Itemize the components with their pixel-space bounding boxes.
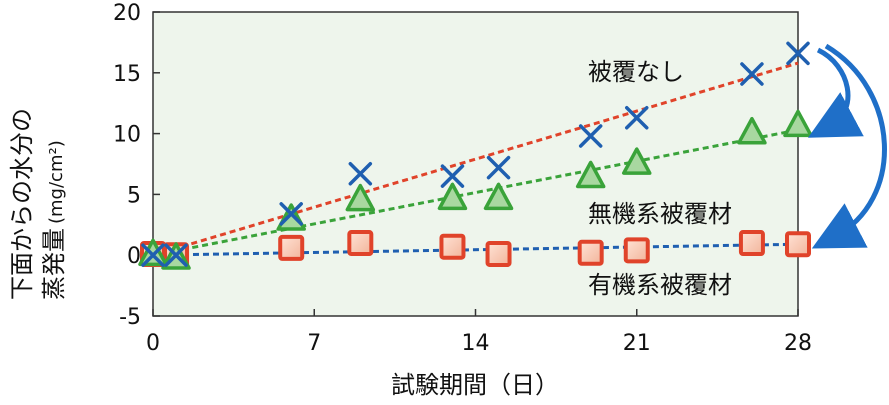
data-point-cross: [164, 243, 188, 267]
data-point-triangle: [783, 109, 813, 138]
y-tick-label: 20: [113, 1, 141, 26]
data-point-cross: [440, 164, 465, 188]
x-tick-label: 28: [784, 331, 812, 356]
data-point-triangle: [276, 203, 306, 231]
data-point-square: [623, 237, 650, 264]
data-point-triangle: [737, 116, 767, 145]
y-tick-label: -5: [119, 305, 141, 330]
series-label-uncoated: 被覆なし: [588, 58, 684, 86]
data-point-triangle: [138, 238, 168, 267]
x-axis-title: 試験期間（日）: [391, 371, 559, 399]
data-point-square: [347, 230, 374, 257]
arrow-to-inorganic: [807, 47, 864, 138]
data-point-square: [577, 239, 604, 266]
y-tick-label: 0: [127, 244, 141, 269]
x-tick-marks: [152, 309, 799, 316]
x-tick-label: 14: [462, 331, 490, 356]
data-points: [138, 41, 813, 270]
x-tick-label: 21: [623, 331, 651, 356]
data-point-square: [785, 231, 811, 258]
y-axis-title-line1: 下面からの水分の: [8, 108, 36, 300]
series-label-organic: 有機系被覆材: [588, 271, 732, 299]
x-tick-labels: 0 7 14 21 28: [146, 331, 812, 356]
data-point-square: [439, 233, 466, 260]
plot-area: [152, 11, 799, 317]
data-point-triangle: [437, 182, 468, 211]
data-point-square: [278, 234, 305, 261]
x-tick-label: 7: [307, 331, 321, 356]
data-point-cross: [279, 202, 303, 226]
data-point-square: [738, 230, 765, 257]
x-tick-label: 0: [146, 331, 160, 356]
y-tick-labels: -5 0 5 10 15 20: [113, 1, 141, 330]
data-point-triangle: [575, 160, 606, 189]
trend-line-2: [152, 242, 799, 257]
y-tick-label: 10: [113, 123, 141, 148]
y-axis-title-line2: 蒸発量: [40, 228, 68, 300]
data-point-triangle: [345, 183, 376, 212]
y-tick-label: 5: [127, 183, 141, 208]
data-point-cross: [486, 155, 511, 180]
y-axis-title: 下面からの水分の 蒸発量 (mg/cm²): [8, 108, 68, 300]
data-point-cross: [141, 243, 165, 267]
y-tick-label: 15: [113, 62, 141, 87]
data-point-triangle: [483, 182, 514, 211]
data-point-cross: [625, 106, 649, 130]
arrow-to-organic: [811, 43, 887, 249]
trend-line-0: [152, 61, 799, 257]
data-point-cross: [786, 41, 810, 66]
series-label-inorganic: 無機系被覆材: [588, 200, 732, 228]
data-point-cross: [578, 124, 603, 148]
data-point-cross: [740, 62, 764, 86]
data-point-triangle: [622, 147, 652, 175]
y-axis-title-unit: (mg/cm²): [46, 140, 67, 224]
data-point-cross: [348, 161, 373, 186]
data-point-square: [485, 240, 512, 267]
trend-lines: [152, 61, 799, 257]
